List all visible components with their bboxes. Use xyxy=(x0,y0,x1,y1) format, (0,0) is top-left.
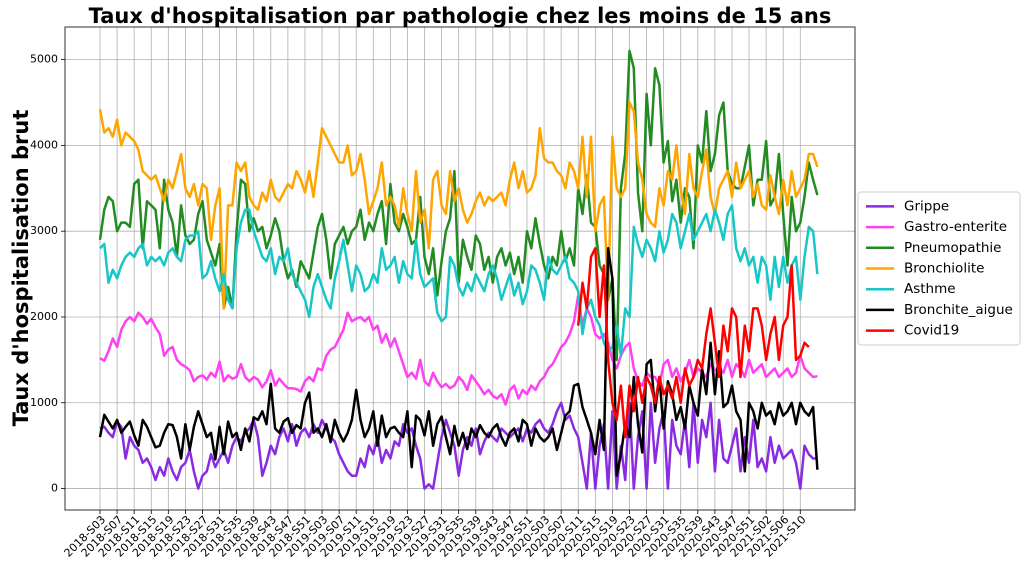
y-axis-label: Taux d'hospitalisation brut xyxy=(9,110,33,427)
legend-label: Asthme xyxy=(904,281,956,297)
chart-title: Taux d'hospitalisation par pathologie ch… xyxy=(89,4,832,28)
y-tick-label: 0 xyxy=(51,482,58,495)
y-tick-label: 4000 xyxy=(30,138,58,151)
series-line xyxy=(98,247,819,477)
y-tick-label: 2000 xyxy=(30,310,58,323)
legend-label: Bronchite_aigue xyxy=(904,302,1013,318)
legend-label: Covid19 xyxy=(904,323,959,339)
plot-frame xyxy=(64,26,856,511)
series-line xyxy=(98,101,819,310)
legend-label: Bronchiolite xyxy=(904,261,984,277)
series-line xyxy=(99,401,818,490)
series-line xyxy=(576,247,810,439)
legend-label: Grippe xyxy=(904,198,949,214)
y-tick-label: 5000 xyxy=(30,53,58,66)
y-tick-label: 1000 xyxy=(30,396,58,409)
series-line xyxy=(99,204,819,357)
y-tick-label: 3000 xyxy=(30,224,58,237)
legend-label: Gastro-enterite xyxy=(904,219,1007,235)
series-line xyxy=(99,294,818,406)
legend: Grippe Gastro-enterite Pneumopathie Bronchi… xyxy=(857,191,1021,346)
legend-label: Pneumopathie xyxy=(904,240,1001,256)
legend-box xyxy=(857,191,1021,346)
